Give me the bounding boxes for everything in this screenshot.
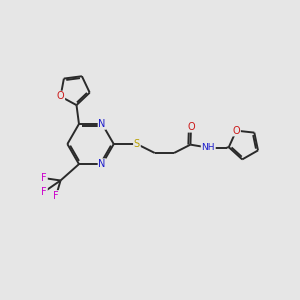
Text: O: O	[57, 92, 64, 101]
Text: F: F	[53, 191, 59, 201]
Text: N: N	[98, 159, 106, 169]
Text: F: F	[41, 187, 47, 197]
Text: N: N	[98, 119, 106, 129]
Text: NH: NH	[202, 143, 215, 152]
Text: O: O	[187, 122, 195, 132]
Text: F: F	[41, 173, 47, 183]
Text: S: S	[134, 139, 140, 149]
Text: O: O	[232, 126, 240, 136]
